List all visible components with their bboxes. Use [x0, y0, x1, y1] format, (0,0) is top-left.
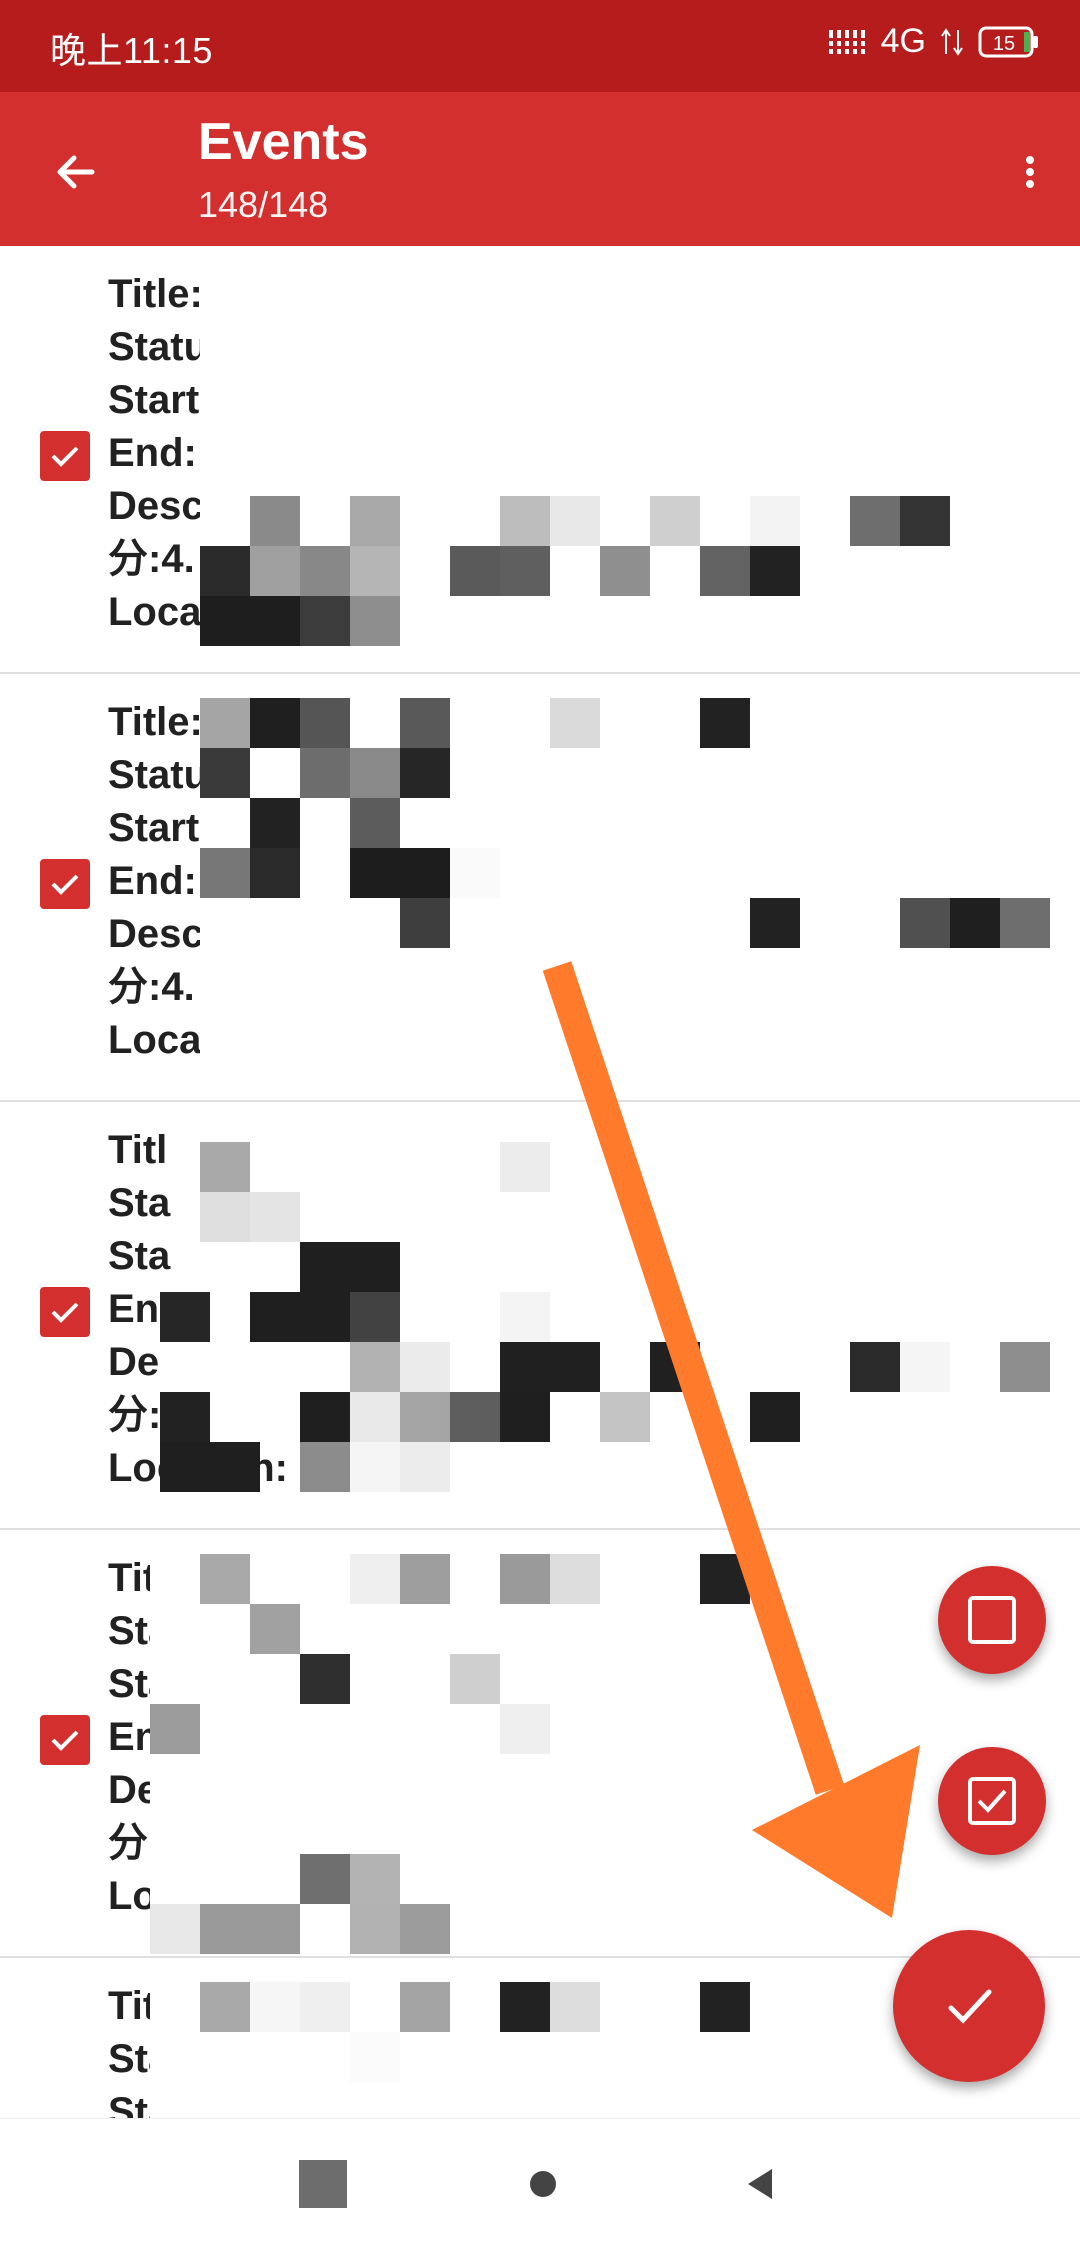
- field-end: En: [108, 1287, 160, 1331]
- check-icon: [51, 1730, 79, 1751]
- checked-checkbox-icon: [968, 1777, 1016, 1825]
- field-description: De: [108, 1340, 160, 1384]
- overflow-menu-icon: [1026, 156, 1034, 188]
- deselect-all-button[interactable]: [938, 1566, 1046, 1674]
- battery-icon: 15: [978, 26, 1038, 57]
- redacted-content: [150, 1530, 1080, 1956]
- overflow-menu-button[interactable]: [1000, 132, 1060, 212]
- field-title: Title:: [108, 272, 203, 316]
- back-button[interactable]: [36, 132, 116, 212]
- battery-level: 15: [993, 33, 1015, 55]
- data-arrows-icon: [941, 27, 963, 56]
- field-description: Desc: [108, 484, 204, 528]
- item-checkbox[interactable]: [40, 1287, 90, 1337]
- app-bar: Events 148/148: [0, 92, 1080, 246]
- field-title: Titl: [108, 1128, 168, 1172]
- event-fields: Title: Status: Start: End: Desc 分:4. Loc…: [108, 268, 244, 639]
- list-item[interactable]: Title: Status: Start: End: Desc 分:4. Loc…: [0, 246, 1080, 674]
- field-end: End:: [108, 859, 197, 903]
- check-icon: [51, 446, 79, 467]
- status-bar: 晚上11:15 4G 15: [0, 0, 1080, 92]
- field-score: 分:4.: [108, 965, 195, 1009]
- recents-icon: [299, 2160, 347, 2208]
- event-list[interactable]: Title: Status: Start: End: Desc 分:4. Loc…: [0, 246, 1080, 2118]
- check-icon: [51, 1302, 79, 1323]
- field-location: Loca: [108, 590, 202, 634]
- field-description: Desc: [108, 912, 204, 956]
- field-status: Sta: [108, 1181, 171, 1225]
- status-time: 晚上11:15: [50, 30, 213, 71]
- back-nav-button[interactable]: [728, 2149, 798, 2219]
- field-score: 分:4.: [108, 537, 195, 581]
- field-location: Lo: [108, 1874, 157, 1918]
- back-arrow-icon: [57, 155, 95, 189]
- empty-checkbox-icon: [968, 1596, 1016, 1644]
- back-icon: [748, 2169, 772, 2199]
- event-fields: Title: Statu Start End: Desc 分:4. Loca: [108, 696, 208, 1067]
- list-item[interactable]: Titl Sta Sta En De 分: Location:: [0, 1102, 1080, 1530]
- event-fields: Titl Sta Sta En De 分: Location:: [108, 1124, 288, 1495]
- redacted-content: [200, 246, 1080, 672]
- network-type: 4G: [880, 22, 926, 60]
- field-start: Start: [108, 806, 200, 850]
- signal-icon: [826, 29, 867, 54]
- page-title: Events: [198, 113, 369, 171]
- field-end: End:: [108, 431, 197, 475]
- recents-button[interactable]: [288, 2149, 358, 2219]
- status-icons: 4G 15: [826, 22, 1040, 61]
- home-button[interactable]: [508, 2149, 578, 2219]
- item-checkbox[interactable]: [40, 859, 90, 909]
- field-title: Tit: [108, 1984, 157, 2028]
- home-icon: [530, 2171, 556, 2197]
- field-start: Sta: [108, 1234, 171, 1278]
- field-location: Loca: [108, 1018, 202, 1062]
- navigation-bar: [0, 2118, 1080, 2248]
- redacted-content: [160, 1102, 1080, 1528]
- item-checkbox[interactable]: [40, 431, 90, 481]
- field-status: Statu: [108, 753, 208, 797]
- checkmark-icon: [948, 1989, 992, 2024]
- field-title: Tit: [108, 1556, 157, 1600]
- check-icon: [51, 874, 79, 895]
- page-subtitle: 148/148: [198, 184, 329, 225]
- confirm-button[interactable]: [893, 1930, 1045, 2082]
- field-score: 分:: [108, 1393, 162, 1437]
- field-title: Title:: [108, 700, 203, 744]
- field-start: Start:: [108, 378, 213, 422]
- list-item[interactable]: Tit Sta Sta En De 分: Lo: [0, 1530, 1080, 1958]
- redacted-content: [200, 674, 1080, 1100]
- list-item[interactable]: Title: Statu Start End: Desc 分:4. Loca: [0, 674, 1080, 1102]
- select-all-button[interactable]: [938, 1747, 1046, 1855]
- item-checkbox[interactable]: [40, 1715, 90, 1765]
